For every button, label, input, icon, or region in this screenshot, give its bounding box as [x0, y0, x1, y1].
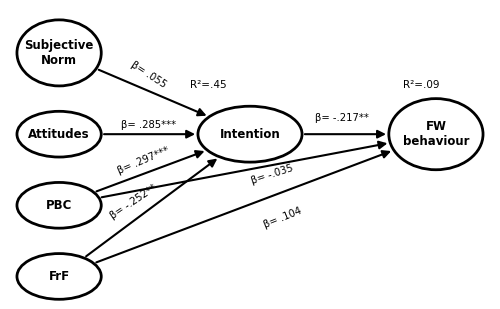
Ellipse shape	[17, 182, 102, 228]
Text: β= -.217**: β= -.217**	[315, 113, 368, 123]
Text: β= -.035: β= -.035	[250, 163, 294, 186]
Text: Intention: Intention	[220, 128, 280, 141]
Text: β= .297***: β= .297***	[116, 146, 171, 176]
Text: Subjective
Norm: Subjective Norm	[24, 39, 94, 67]
Text: β= .285***: β= .285***	[121, 120, 176, 130]
Ellipse shape	[389, 99, 483, 170]
Text: R²=.09: R²=.09	[403, 80, 440, 90]
Text: FrF: FrF	[48, 270, 70, 283]
Text: β= .104: β= .104	[262, 206, 302, 230]
Text: FW
behaviour: FW behaviour	[402, 120, 469, 148]
Text: R²=.45: R²=.45	[190, 80, 226, 90]
Text: β= -.252**: β= -.252**	[108, 182, 158, 221]
Ellipse shape	[17, 111, 102, 157]
Ellipse shape	[198, 106, 302, 162]
Text: β= .055: β= .055	[129, 59, 168, 90]
Text: Attitudes: Attitudes	[28, 128, 90, 141]
Ellipse shape	[17, 254, 102, 299]
Ellipse shape	[17, 20, 102, 86]
Text: PBC: PBC	[46, 199, 72, 212]
